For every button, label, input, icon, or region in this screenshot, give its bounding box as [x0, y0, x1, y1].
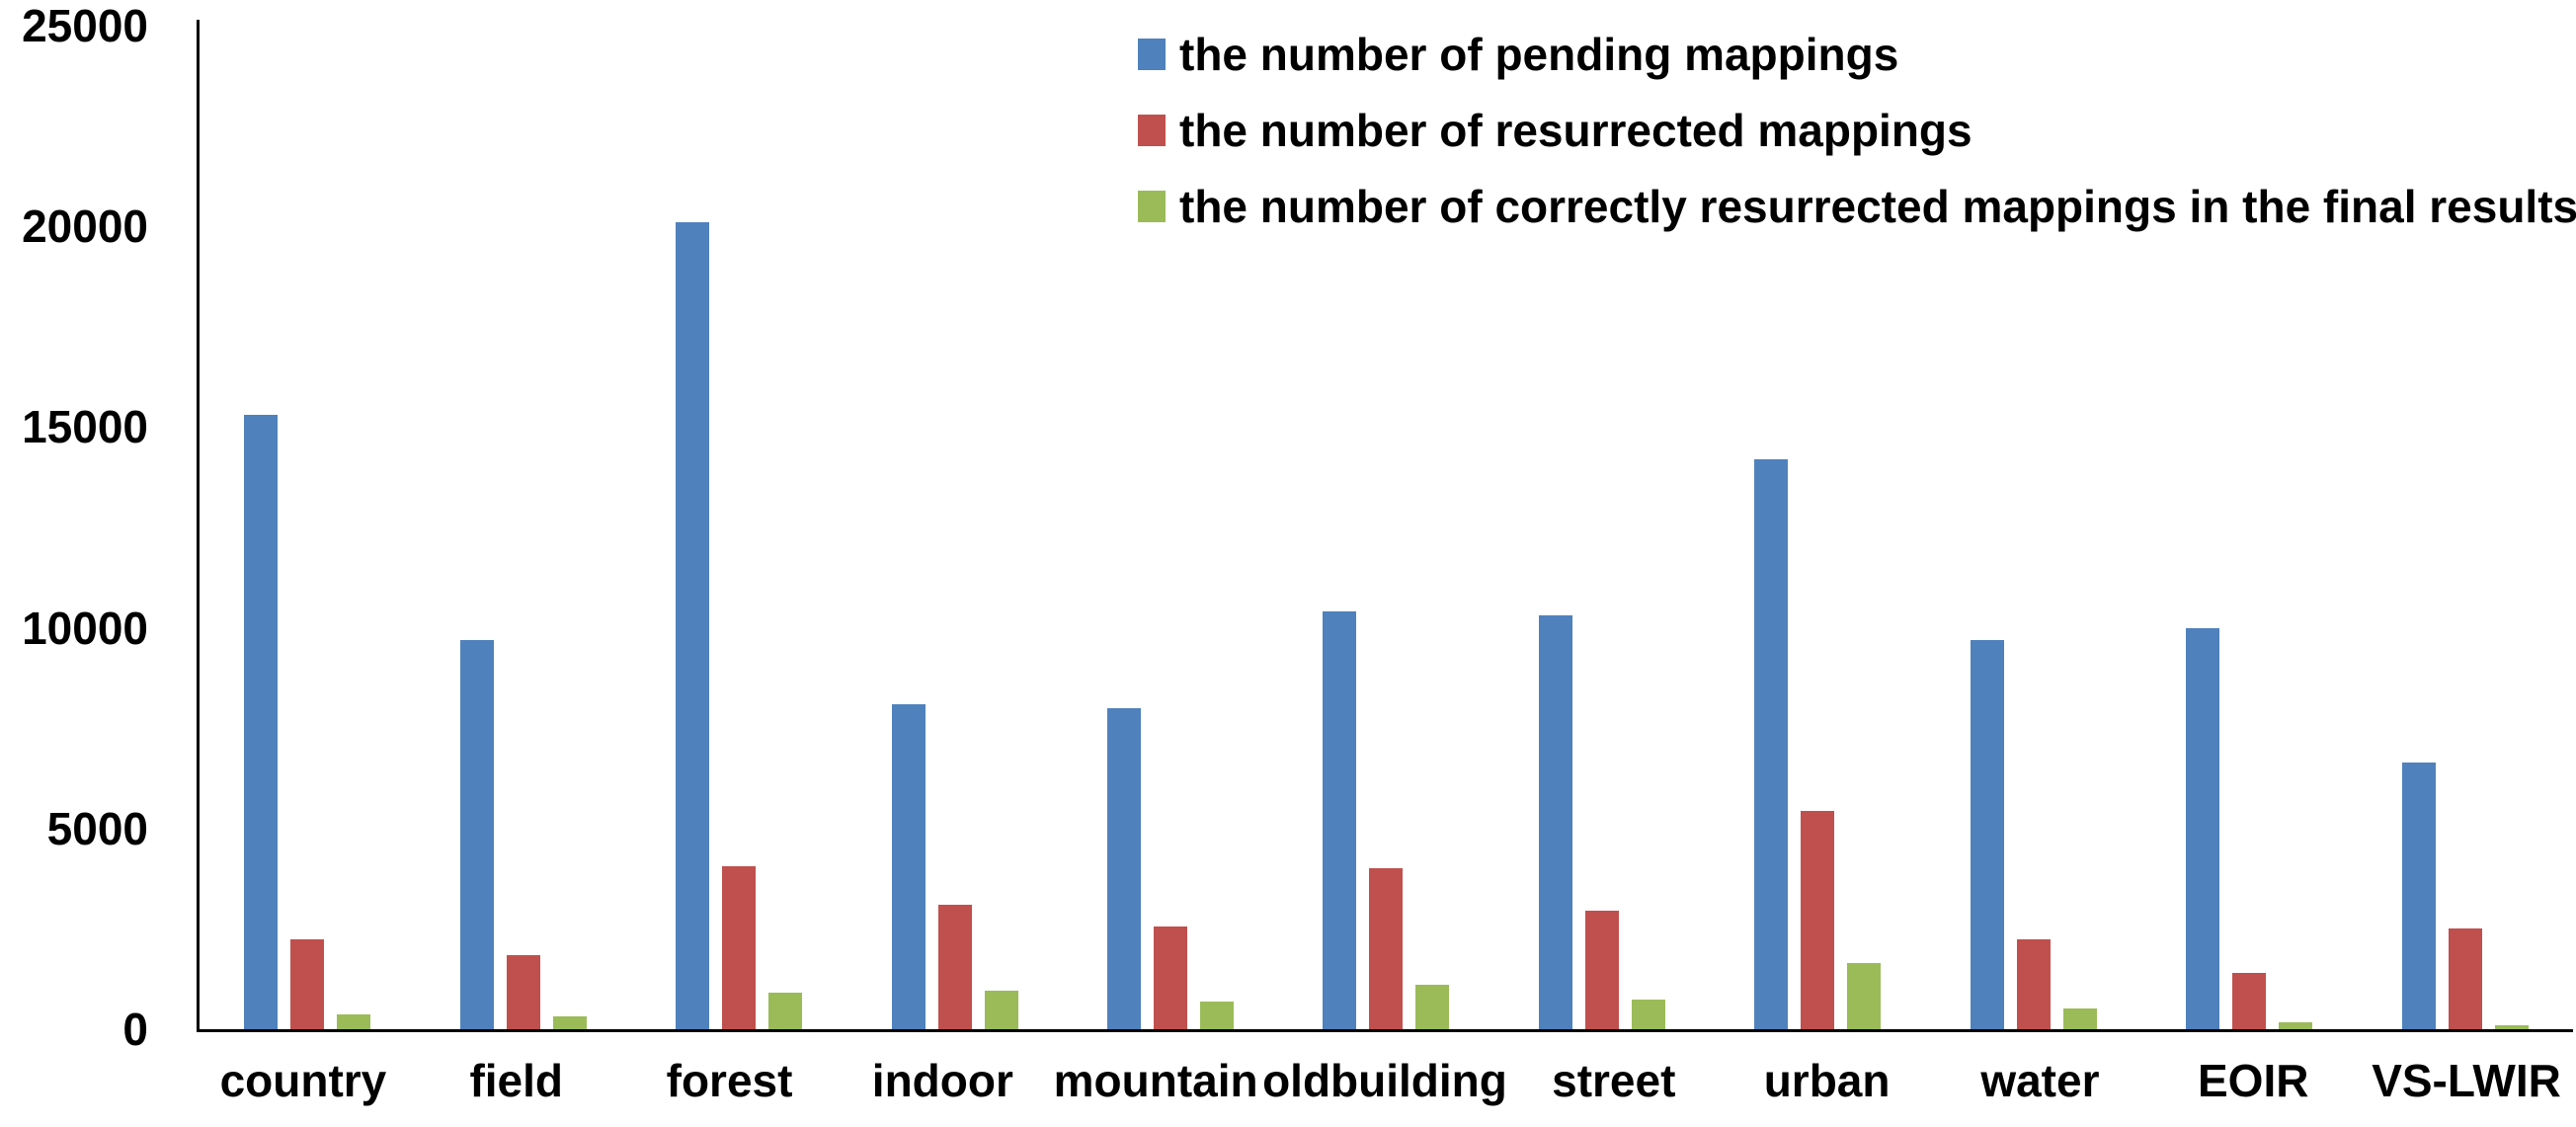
bar-resurrected-oldbuilding [1369, 868, 1404, 1029]
legend-label-resurrected: the number of resurrected mappings [1179, 105, 1972, 156]
bar-correct-urban [1847, 963, 1882, 1029]
bar-correct-oldbuilding [1415, 985, 1450, 1029]
bar-correct-forest [768, 993, 803, 1029]
bar-pending-forest [676, 222, 710, 1029]
bar-pending-indoor [891, 704, 926, 1029]
bar-resurrected-urban [1801, 811, 1835, 1029]
x-axis-labels: country field forest indoor mountain oldbuild… [197, 1053, 2573, 1108]
bar-group-indoor [846, 20, 1062, 1029]
bar-resurrected-mountain [1154, 926, 1188, 1029]
bar-pending-street [1538, 615, 1572, 1029]
bar-correct-street [1631, 1000, 1665, 1029]
bar-group-forest [631, 20, 846, 1029]
x-label-oldbuilding: oldbuilding [1262, 1055, 1507, 1106]
legend-item-resurrected: the number of resurrected mappings [1138, 106, 2576, 155]
bar-pending-country [244, 415, 279, 1029]
bars-row [200, 20, 2573, 1029]
bar-resurrected-field [506, 955, 540, 1029]
x-label-field: field [469, 1055, 563, 1106]
y-tick-label: 5000 [46, 803, 148, 854]
bar-correct-EOIR [2279, 1022, 2313, 1029]
x-label-mountain: mountain [1053, 1055, 1258, 1106]
x-label-street: street [1552, 1055, 1676, 1106]
bar-pending-field [459, 640, 494, 1029]
bar-group-oldbuilding [1278, 20, 1493, 1029]
x-label-VS-LWIR: VS-LWIR [2372, 1055, 2561, 1106]
bar-pending-mountain [1107, 708, 1142, 1029]
bar-resurrected-indoor [937, 905, 972, 1029]
legend-label-correct: the number of correctly resurrected mapp… [1179, 181, 2576, 232]
legend-item-correct: the number of correctly resurrected mapp… [1138, 182, 2576, 231]
legend-swatch-pending [1138, 39, 1166, 70]
y-tick-label: 25000 [22, 0, 148, 51]
y-tick-label: 15000 [22, 401, 148, 452]
bar-group-EOIR [2141, 20, 2357, 1029]
bar-resurrected-forest [722, 866, 757, 1029]
bar-correct-water [2062, 1008, 2097, 1029]
bar-correct-country [337, 1014, 371, 1029]
bar-pending-water [1970, 640, 2004, 1029]
bar-pending-VS-LWIR [2401, 763, 2436, 1029]
bar-pending-oldbuilding [1323, 611, 1357, 1029]
legend-swatch-correct [1138, 191, 1166, 222]
bar-resurrected-water [2016, 939, 2051, 1029]
plot-area [197, 20, 2573, 1032]
legend-item-pending: the number of pending mappings [1138, 30, 2576, 79]
x-label-urban: urban [1763, 1055, 1891, 1106]
legend: the number of pending mappings the number… [1138, 30, 2576, 231]
legend-swatch-resurrected [1138, 115, 1166, 146]
bar-group-water [1926, 20, 2141, 1029]
bar-correct-indoor [984, 991, 1018, 1029]
y-tick-label: 0 [122, 1004, 148, 1055]
legend-label-pending: the number of pending mappings [1179, 29, 1899, 80]
bar-correct-field [552, 1016, 587, 1029]
bar-pending-urban [1754, 459, 1789, 1029]
x-label-water: water [1980, 1055, 2100, 1106]
bar-group-country [200, 20, 415, 1029]
bar-group-mountain [1063, 20, 1278, 1029]
x-label-indoor: indoor [871, 1055, 1013, 1106]
bar-resurrected-country [290, 939, 325, 1029]
bar-group-field [415, 20, 630, 1029]
bar-group-urban [1710, 20, 1925, 1029]
bar-group-VS-LWIR [2358, 20, 2573, 1029]
bar-resurrected-VS-LWIR [2448, 928, 2482, 1029]
y-tick-label: 10000 [22, 603, 148, 654]
bar-resurrected-street [1584, 911, 1619, 1029]
y-tick-label: 20000 [22, 201, 148, 252]
x-label-country: country [219, 1055, 387, 1106]
bar-pending-EOIR [2186, 628, 2220, 1029]
bar-correct-mountain [1200, 1002, 1235, 1029]
bar-correct-VS-LWIR [2494, 1025, 2529, 1029]
x-label-forest: forest [666, 1055, 793, 1106]
bar-resurrected-EOIR [2232, 973, 2267, 1029]
bar-group-street [1494, 20, 1710, 1029]
x-label-EOIR: EOIR [2197, 1055, 2309, 1106]
